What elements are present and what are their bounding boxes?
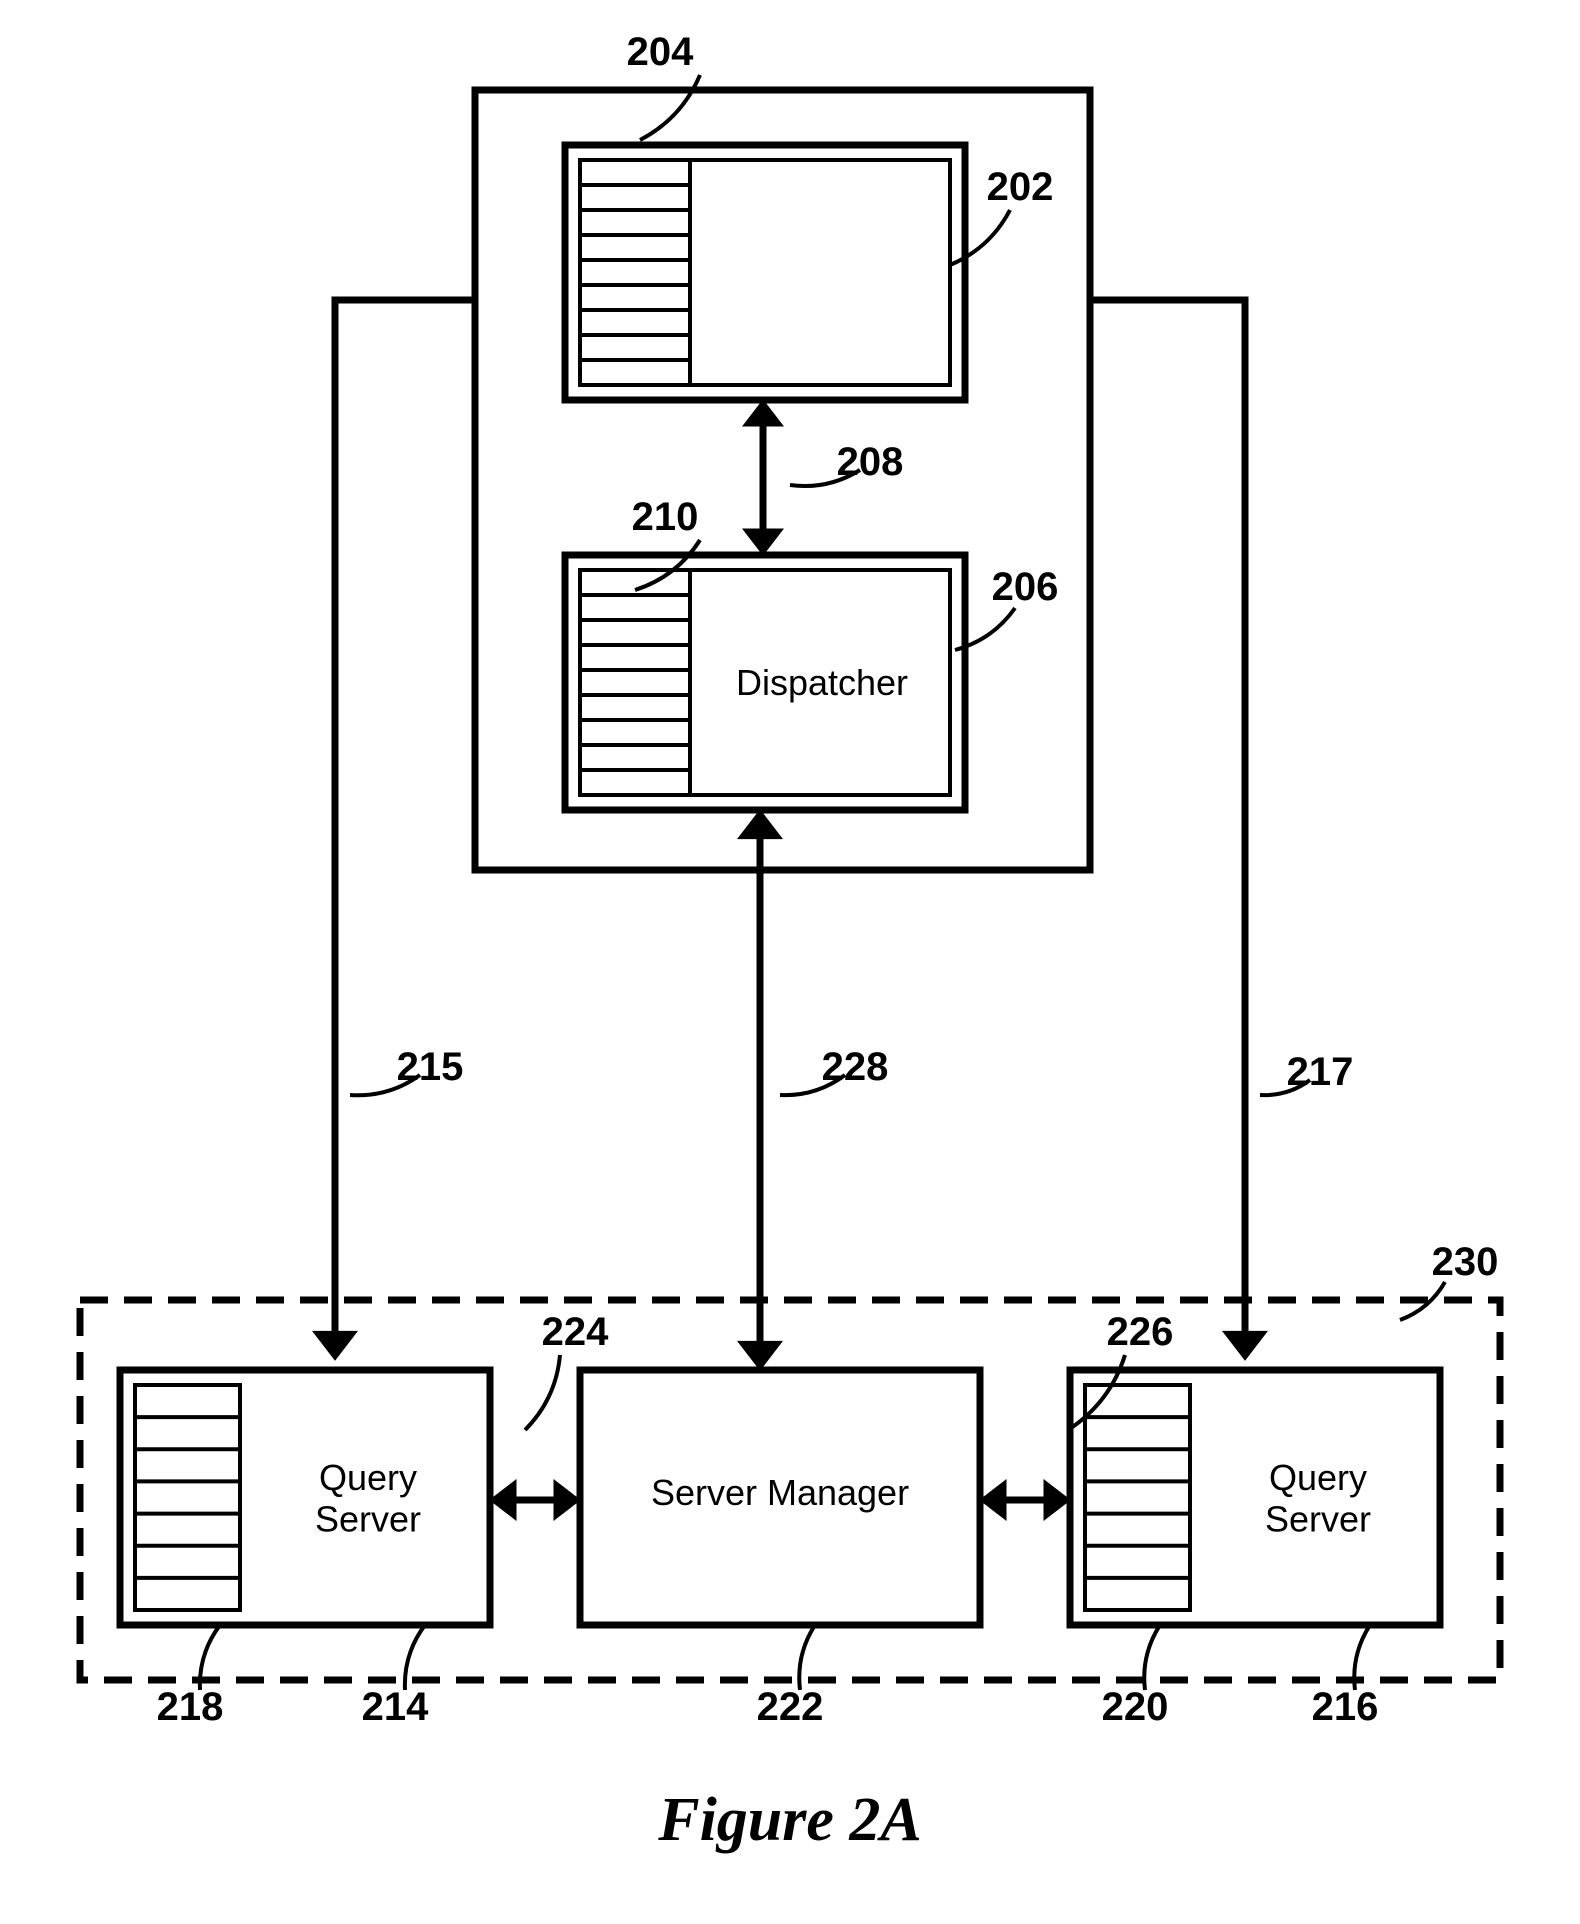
svg-text:222: 222 <box>757 1685 824 1729</box>
svg-text:204: 204 <box>627 30 694 74</box>
svg-text:216: 216 <box>1312 1685 1379 1729</box>
svg-text:217: 217 <box>1287 1050 1354 1094</box>
svg-text:QueryServer: QueryServer <box>315 1457 421 1539</box>
svg-text:214: 214 <box>362 1685 429 1729</box>
svg-text:206: 206 <box>992 565 1059 609</box>
svg-text:210: 210 <box>632 495 699 539</box>
svg-text:228: 228 <box>822 1045 889 1089</box>
svg-text:Figure 2A: Figure 2A <box>657 1786 922 1854</box>
svg-text:218: 218 <box>157 1685 224 1729</box>
svg-text:215: 215 <box>397 1045 464 1089</box>
svg-text:220: 220 <box>1102 1685 1169 1729</box>
svg-text:QueryServer: QueryServer <box>1265 1457 1371 1539</box>
svg-text:202: 202 <box>987 165 1054 209</box>
svg-text:Dispatcher: Dispatcher <box>736 662 908 703</box>
svg-text:230: 230 <box>1432 1240 1499 1284</box>
svg-text:226: 226 <box>1107 1310 1174 1354</box>
svg-text:224: 224 <box>542 1310 609 1354</box>
svg-text:Server Manager: Server Manager <box>651 1472 909 1513</box>
svg-text:208: 208 <box>837 440 904 484</box>
